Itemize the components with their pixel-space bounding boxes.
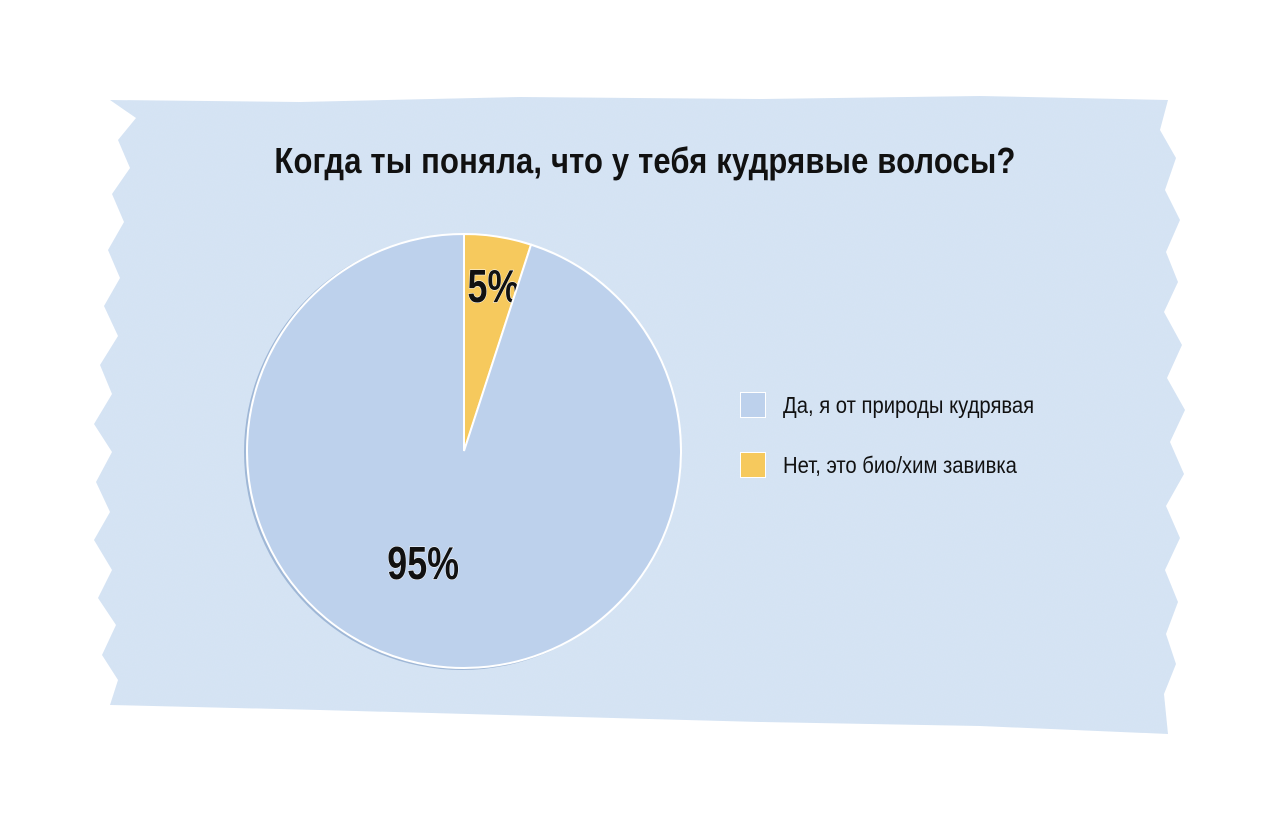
legend-label-yes: Да, я от природы кудрявая xyxy=(783,391,1035,418)
legend-item-yes: Да, я от природы кудрявая xyxy=(740,390,1068,420)
legend-swatch-yes xyxy=(740,392,766,418)
legend-swatch-no xyxy=(740,452,766,478)
pie-slice-yes xyxy=(246,232,682,669)
chart-title: Когда ты поняла, что у тебя кудрявые вол… xyxy=(274,140,1016,181)
legend-label-no: Нет, это био/хим завивка xyxy=(783,451,1017,478)
legend-item-no: Нет, это био/хим завивка xyxy=(740,450,1068,480)
pie-label-yes: 95% xyxy=(387,538,459,589)
legend: Да, я от природы кудрявая Нет, это био/х… xyxy=(740,390,1068,510)
pie-chart: 5%95% xyxy=(244,232,682,670)
